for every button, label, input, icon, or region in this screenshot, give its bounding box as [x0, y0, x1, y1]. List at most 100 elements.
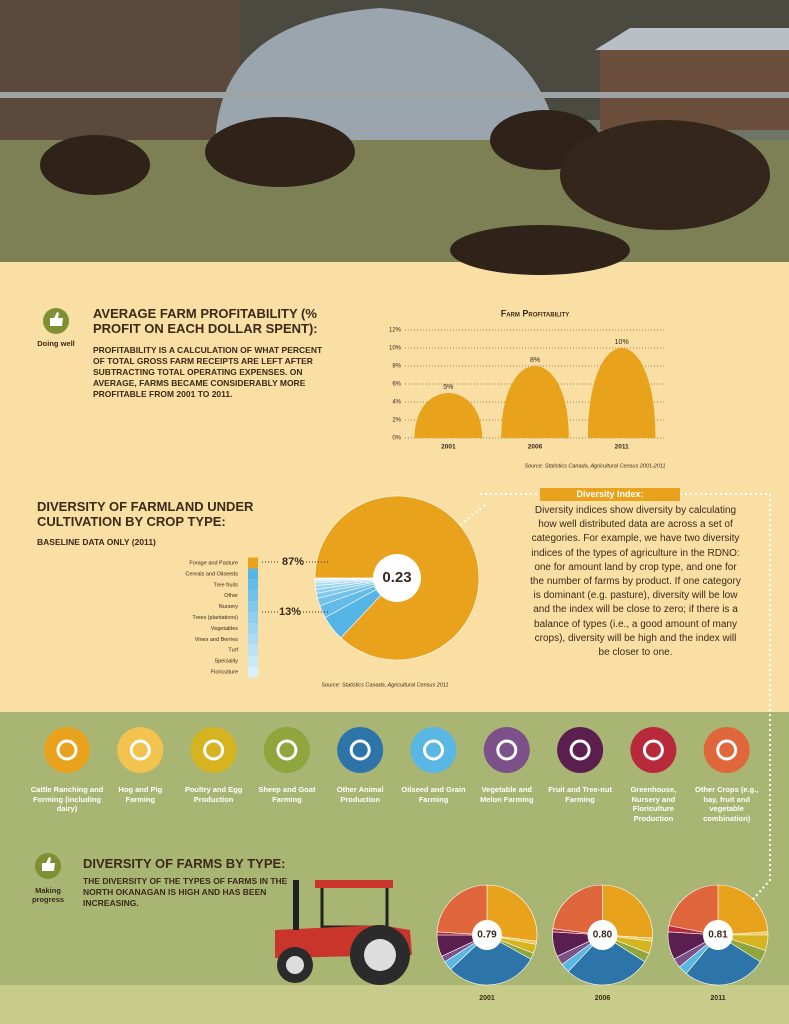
legend-label: Nursery	[219, 604, 239, 610]
legend-label: Turf	[228, 648, 238, 654]
icon-glyph	[56, 739, 78, 761]
farm-type-icon	[44, 727, 90, 773]
legend-swatch	[248, 623, 258, 634]
bar	[501, 366, 569, 438]
y-tick-label: 12%	[389, 328, 402, 334]
pie-title: 2011	[710, 995, 725, 1002]
badge-label: Doing well	[37, 339, 75, 348]
farm-type-icon	[410, 727, 457, 773]
y-tick-label: 0%	[392, 436, 401, 442]
center-label: 0.81	[708, 930, 728, 941]
fence	[0, 92, 789, 98]
source: Source: Statistics Canada, Agricultural …	[524, 463, 665, 469]
pie-slice	[717, 884, 769, 936]
thumb	[50, 312, 63, 326]
index-title-bg	[540, 488, 680, 501]
farm-type-icon	[337, 727, 384, 773]
body-text: PROFITABILITY IS A CALCULATION OF WHAT P…	[93, 345, 323, 399]
pie-slice	[668, 884, 719, 936]
pie-center	[373, 554, 421, 602]
legend-label: Speciality	[214, 659, 238, 665]
legend-label: Trees (plantations)	[192, 615, 238, 621]
farm-type-label: Cattle Ranching and Forming (including d…	[30, 785, 104, 813]
bar	[587, 348, 656, 438]
icon-glyph	[496, 739, 518, 761]
icon-glyph	[203, 739, 225, 761]
y-tick-label: 6%	[392, 382, 401, 388]
pie-slice	[450, 934, 532, 986]
pie-title: 2001	[479, 995, 495, 1002]
bison	[40, 135, 150, 195]
farm-type-label: Other Crops (e.g., hay, fruit and vegeta…	[695, 785, 759, 823]
y-tick-label: 10%	[389, 346, 402, 352]
annotation: 13%	[279, 606, 301, 618]
farm-type-label: Vegetable and Melon Farming	[480, 785, 534, 804]
subheading: BASELINE DATA ONLY (2011)	[37, 537, 156, 547]
farm-type-label: Oilseed and Grain Farming	[401, 785, 466, 804]
shed-roof	[595, 28, 789, 50]
pie-slice	[436, 884, 488, 936]
legend-label: Tree fruits	[213, 582, 238, 588]
x-tick-label: 2006	[528, 444, 543, 451]
badge-label: Making progress	[31, 886, 65, 904]
pie-center	[703, 920, 733, 950]
center-label: 0.79	[477, 930, 497, 941]
farm-type-label: Fruit and Tree-nut Farming	[548, 785, 612, 804]
bison	[205, 117, 355, 187]
legend-label: Other	[224, 593, 238, 599]
legend-label: Cereals and Oilseeds	[185, 571, 238, 577]
legend-label: Vegetables	[211, 626, 238, 632]
annotation: 87%	[282, 556, 304, 568]
heading: DIVERSITY OF FARMS BY TYPE:	[83, 856, 286, 871]
pie-center	[587, 920, 618, 950]
index-body: Diversity indices show diversity by calc…	[530, 505, 741, 659]
legend-swatch	[248, 655, 258, 667]
pie-center	[472, 920, 502, 950]
shed	[600, 45, 789, 130]
farm-type-label: Poultry and Egg Production	[184, 785, 243, 804]
legend-swatch	[248, 590, 258, 602]
farm-type-icon	[703, 727, 750, 773]
farm-type-icon	[117, 727, 164, 773]
bar	[414, 393, 483, 438]
farm-type-label: Hog and Pig Farming	[118, 785, 163, 804]
bison	[450, 225, 630, 275]
heading: DIVERSITY OF FARMLAND UNDER CULTIVATION …	[37, 499, 254, 529]
legend-swatch	[248, 633, 258, 645]
thumb	[42, 857, 55, 871]
center-label: 0.80	[593, 930, 613, 941]
x-tick-label: 2011	[615, 444, 629, 451]
value-label: 10%	[615, 339, 629, 346]
icon-glyph	[129, 739, 151, 761]
legend-swatch	[248, 644, 258, 656]
pie-slice	[552, 884, 603, 936]
legend-swatch	[248, 666, 258, 678]
chart-title: Farm Profitability	[501, 308, 570, 318]
tractor	[275, 880, 412, 985]
legend-swatch	[248, 601, 258, 613]
farm-type-label: Sheep and Goat Farming	[258, 785, 316, 804]
legend-swatch	[248, 568, 258, 580]
index-title: Diversity Index:	[576, 489, 644, 499]
y-tick-label: 8%	[392, 364, 401, 370]
pie-title: 2006	[595, 995, 611, 1002]
source: Source: Statistics Canada, Agricultural …	[321, 682, 448, 688]
value-label: 5%	[443, 384, 453, 391]
legend-swatch	[248, 557, 258, 569]
farm-type-icon	[630, 727, 677, 773]
farm-type-icon	[483, 727, 530, 773]
icon-glyph	[569, 739, 591, 761]
icon-glyph	[349, 739, 371, 761]
farm-type-icon	[190, 727, 237, 773]
pie-slice	[685, 934, 761, 986]
x-tick-label: 2001	[441, 444, 456, 451]
farm-type-label: Other Animal Production	[336, 785, 384, 804]
center-label: 0.23	[382, 569, 411, 586]
bison	[560, 120, 770, 230]
icon-glyph	[716, 739, 738, 761]
legend-label: Vines and Berries	[195, 637, 239, 643]
farm-type-icon	[557, 727, 604, 773]
farm-type-icon	[263, 727, 310, 773]
legend-label: Forage and Pasture	[189, 560, 238, 566]
y-tick-label: 2%	[392, 418, 401, 424]
